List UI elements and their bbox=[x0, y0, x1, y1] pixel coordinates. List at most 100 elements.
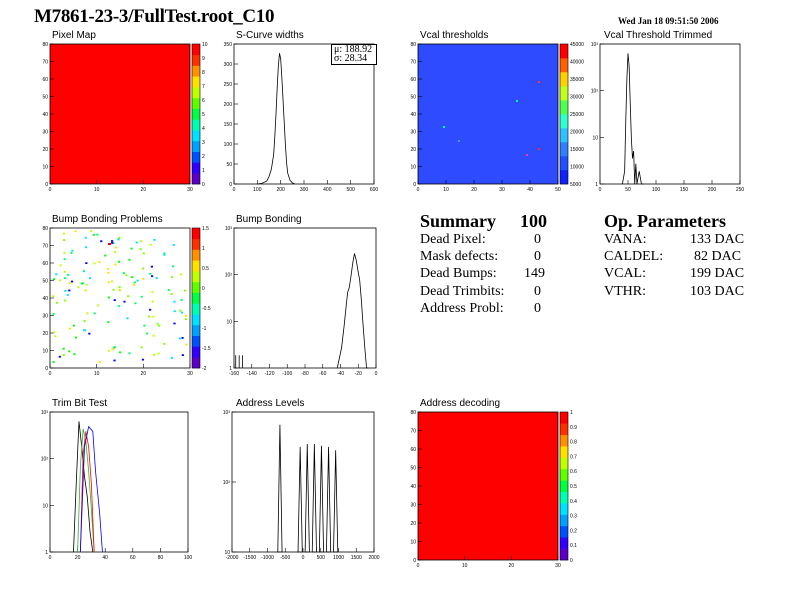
scatter-point bbox=[74, 230, 77, 233]
color-scale-bin bbox=[192, 249, 200, 261]
histogram-peak bbox=[304, 444, 310, 553]
scatter-point bbox=[112, 288, 115, 291]
x-tick-label: 30 bbox=[555, 563, 561, 569]
y-tick-label: 60 bbox=[42, 77, 48, 83]
scatter-point bbox=[118, 286, 121, 289]
scatter-point bbox=[84, 246, 88, 249]
y-tick-label: 70 bbox=[410, 429, 416, 435]
color-scale-label: 6 bbox=[202, 98, 205, 104]
op-params-heading: Op. Parameters bbox=[604, 211, 726, 231]
scatter-point bbox=[67, 273, 70, 276]
x-tick-label: 40 bbox=[527, 187, 533, 193]
summary-value: 0 bbox=[534, 301, 541, 316]
scatter-point bbox=[68, 282, 71, 285]
y-tick-label: 60 bbox=[410, 447, 416, 453]
scatter-point bbox=[128, 352, 131, 355]
color-scale-label: 1 bbox=[202, 246, 205, 252]
op-param-value: 103 DAC bbox=[690, 284, 745, 299]
histogram-line bbox=[622, 53, 644, 185]
scatter-point bbox=[92, 233, 95, 236]
color-scale-label: 9 bbox=[202, 56, 205, 62]
y-tick-label: 200 bbox=[224, 102, 233, 108]
scatter-point bbox=[53, 331, 56, 334]
x-tick-label: 1500 bbox=[351, 555, 362, 561]
color-scale-bin bbox=[192, 314, 200, 326]
scatter-point bbox=[58, 355, 61, 358]
vcal-trimmed-chart: 0 50 100 150 200 250 1 10 10² 10³ bbox=[591, 42, 745, 193]
color-scale-bin bbox=[192, 346, 200, 358]
scatter-point bbox=[136, 279, 139, 282]
scatter-point bbox=[148, 315, 151, 318]
y-tick-label: 50 bbox=[410, 466, 416, 472]
plot-frame bbox=[599, 43, 741, 185]
scatter-point bbox=[107, 268, 110, 270]
color-scale-bin bbox=[192, 173, 200, 185]
scatter-point bbox=[68, 289, 71, 292]
trim-bit-title: Trim Bit Test bbox=[52, 398, 108, 409]
color-scale-bin bbox=[192, 271, 200, 283]
scatter-point bbox=[82, 270, 85, 273]
plot-frame bbox=[233, 227, 377, 369]
y-tick-label: 30 bbox=[410, 503, 416, 509]
scatter-point bbox=[152, 334, 155, 337]
color-scale-bin bbox=[560, 128, 568, 143]
scatter-point bbox=[185, 343, 188, 346]
color-scale-label: 8 bbox=[202, 70, 205, 76]
scatter-point bbox=[126, 317, 129, 320]
heatmap-cell bbox=[458, 140, 460, 142]
scatter-point bbox=[58, 279, 62, 282]
scatter-point bbox=[118, 289, 121, 292]
histogram-line bbox=[79, 431, 95, 553]
y-tick-label: 10 bbox=[410, 540, 416, 546]
color-scale-bin bbox=[192, 119, 200, 131]
color-scale-bin bbox=[560, 434, 568, 447]
scatter-point bbox=[62, 354, 65, 356]
color-scale-bin bbox=[192, 65, 200, 77]
scatter-point bbox=[181, 337, 184, 339]
color-scale-label: 0.8 bbox=[570, 440, 577, 446]
scatter-point bbox=[83, 320, 86, 322]
x-tick-label: 0 bbox=[599, 187, 602, 193]
color-scale-bin bbox=[192, 303, 200, 315]
color-scale-label: -1.5 bbox=[202, 346, 211, 352]
scatter-point bbox=[86, 312, 89, 315]
x-tick-label: -120 bbox=[264, 371, 274, 377]
y-tick-label: 80 bbox=[42, 42, 48, 48]
summary-label: Dead Trimbits: bbox=[420, 284, 505, 299]
summary-value: 0 bbox=[534, 284, 541, 299]
color-scale-bin bbox=[560, 457, 568, 470]
plot-frame bbox=[231, 411, 375, 553]
scatter-point bbox=[117, 238, 120, 241]
op-param-label: VCAL: bbox=[604, 266, 646, 281]
histogram-line bbox=[336, 253, 369, 369]
plot-frame bbox=[233, 43, 375, 185]
color-scale-bin bbox=[560, 170, 568, 185]
color-scale-label: 7 bbox=[202, 84, 205, 90]
op-param-value: 82 DAC bbox=[694, 249, 742, 264]
color-scale-bin bbox=[192, 260, 200, 272]
y-tick-label: 50 bbox=[226, 162, 232, 168]
op-param-label: VANA: bbox=[604, 232, 647, 247]
color-scale-bin bbox=[560, 412, 568, 424]
histogram-peak bbox=[318, 445, 324, 553]
y-tick-label: 80 bbox=[42, 226, 48, 232]
vcal-thresholds-chart: 0 10 20 30 40 50 0 10 20 30 40 50 60 70 80 5000 10000 150… bbox=[410, 42, 584, 193]
histogram-line bbox=[257, 53, 295, 185]
op-param-label: CALDEL: bbox=[604, 249, 664, 264]
scatter-point bbox=[143, 324, 146, 327]
scatter-point bbox=[71, 249, 74, 252]
color-scale-label: 0.4 bbox=[570, 499, 577, 505]
x-tick-label: -500 bbox=[280, 555, 290, 561]
x-tick-label: 20 bbox=[471, 187, 477, 193]
color-scale-label: 0.6 bbox=[570, 469, 577, 475]
x-tick-label: 600 bbox=[370, 187, 379, 193]
summary-value: 0 bbox=[534, 232, 541, 247]
y-tick-label: 30 bbox=[410, 130, 416, 136]
op-param-label: VTHR: bbox=[604, 284, 646, 299]
bump-bonding-chart: -160 -140 -120 -100 -80 -60 -40 -20 0 1 10 10² 10³ bbox=[225, 226, 378, 377]
summary-label: Dead Pixel: bbox=[420, 232, 486, 247]
x-tick-label: -140 bbox=[247, 371, 257, 377]
y-tick-label: 40 bbox=[410, 112, 416, 118]
scatter-point bbox=[163, 253, 166, 256]
histogram-line bbox=[79, 425, 103, 553]
